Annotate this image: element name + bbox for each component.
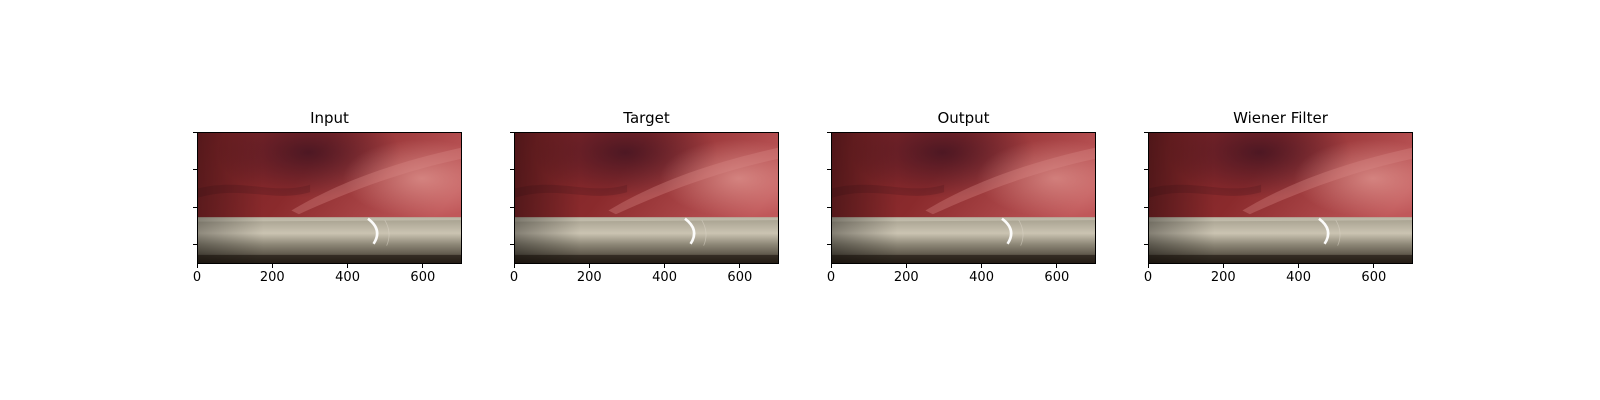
panel-output: Output 020040060001 (0, 0, 1096, 285)
panel-title: Output (937, 109, 990, 127)
x-tick-mark (588, 264, 590, 268)
x-tick-mark (739, 264, 741, 268)
x-tick-mark (664, 264, 666, 268)
y-tick-mark (193, 169, 197, 170)
y-tick-mark (827, 131, 831, 133)
x-tick-label: 400 (1286, 270, 1311, 285)
y-tick-mark (1144, 169, 1148, 170)
y-tick-mark (827, 169, 831, 170)
panel-title: Target (623, 109, 670, 127)
panel-title: Input (310, 109, 349, 127)
surgical-image (197, 132, 462, 264)
x-tick-mark (1298, 264, 1300, 268)
y-tick-mark (193, 206, 197, 208)
panel-title: Wiener Filter (1233, 109, 1328, 127)
y-tick-mark (827, 206, 831, 208)
y-tick-mark (193, 131, 197, 133)
x-tick-label: 200 (1210, 270, 1236, 285)
x-tick-mark (1056, 264, 1058, 268)
panel-target: Target 020040060001 (0, 0, 779, 285)
y-tick-mark (1144, 131, 1148, 133)
panel-wiener: Wiener Filter 0 200 4 (0, 0, 1413, 285)
x-tick-mark (1373, 264, 1375, 268)
y-tick-mark (510, 169, 514, 170)
x-tick-label: 200 (576, 270, 602, 285)
y-tick-mark (1144, 244, 1148, 245)
y-tick-mark (510, 244, 514, 245)
x-tick-mark (1147, 264, 1149, 268)
x-tick-label: 200 (259, 270, 285, 285)
y-tick-mark (1144, 206, 1148, 208)
x-tick-label: 600 (1361, 270, 1387, 285)
x-tick-label: 600 (410, 270, 436, 285)
x-tick-label: 0 (826, 270, 836, 285)
x-tick-label: 0 (1143, 270, 1153, 285)
x-tick-mark (905, 264, 907, 268)
surgical-image (514, 132, 779, 264)
x-tick-label: 200 (893, 270, 919, 285)
x-tick-mark (422, 264, 424, 268)
x-tick-mark (196, 264, 198, 268)
x-tick-mark (1222, 264, 1224, 268)
y-tick-mark (510, 206, 514, 208)
x-tick-label: 400 (335, 270, 360, 285)
x-tick-mark (513, 264, 515, 268)
x-tick-mark (830, 264, 832, 268)
x-tick-label: 400 (969, 270, 994, 285)
surgical-image (831, 132, 1096, 264)
x-tick-label: 0 (192, 270, 202, 285)
x-tick-mark (271, 264, 273, 268)
x-tick-label: 600 (1044, 270, 1070, 285)
x-tick-label: 400 (652, 270, 677, 285)
x-tick-label: 600 (727, 270, 753, 285)
surgical-image (1148, 132, 1413, 264)
y-tick-mark (510, 131, 514, 133)
x-tick-label: 0 (509, 270, 519, 285)
x-tick-mark (981, 264, 983, 268)
y-tick-mark (193, 244, 197, 245)
y-tick-mark (827, 244, 831, 245)
panel-input: Input 0200400600010 (0, 0, 462, 285)
x-tick-mark (347, 264, 349, 268)
